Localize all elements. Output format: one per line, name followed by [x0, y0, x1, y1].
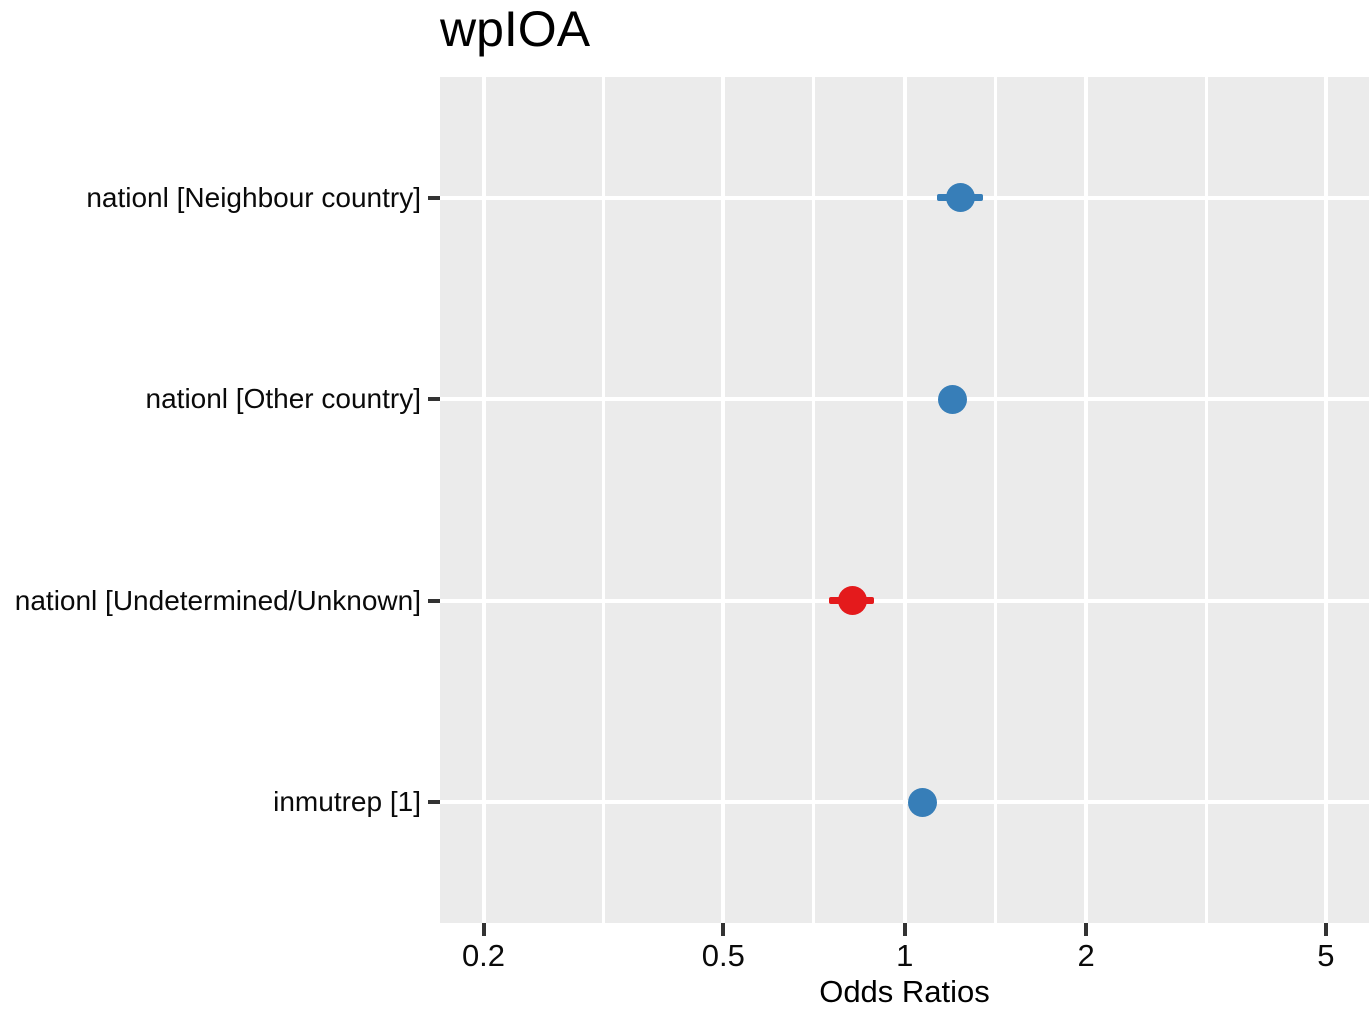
gridline-minor-vertical — [601, 77, 605, 923]
x-axis-tick-mark — [721, 923, 726, 936]
gridline-minor-vertical — [1204, 77, 1208, 923]
y-axis-label: nationl [Other country] — [145, 383, 421, 415]
gridline-major-vertical — [1323, 77, 1328, 923]
odds-ratio-point — [838, 586, 868, 616]
gridline-major-vertical — [481, 77, 486, 923]
x-axis-title: Odds Ratios — [819, 974, 990, 1009]
odds-ratio-point — [907, 787, 937, 817]
gridline-minor-vertical — [993, 77, 997, 923]
x-axis-tick-mark — [1323, 923, 1328, 936]
plot-title: wpIOA — [440, 1, 591, 57]
gridline-major-vertical — [1084, 77, 1089, 923]
x-axis-tick-label: 0.5 — [701, 938, 745, 973]
y-axis-tick-mark — [428, 195, 440, 200]
y-axis-label: nationl [Neighbour country] — [86, 181, 421, 213]
plot-panel — [440, 77, 1369, 923]
gridline-major-horizontal — [440, 195, 1369, 200]
x-axis-tick-mark — [1084, 923, 1089, 936]
gridline-major-horizontal — [440, 598, 1369, 603]
y-axis-label: inmutrep [1] — [273, 786, 421, 818]
gridline-major-horizontal — [440, 397, 1369, 402]
odds-ratio-point — [937, 384, 967, 414]
y-axis-label: nationl [Undetermined/Unknown] — [14, 584, 421, 616]
x-axis-tick-mark — [902, 923, 907, 936]
y-axis-tick-mark — [428, 598, 440, 603]
x-axis-tick-label: 0.2 — [461, 938, 506, 973]
x-axis-tick-mark — [481, 923, 486, 936]
y-axis-tick-mark — [428, 397, 440, 402]
gridline-minor-vertical — [812, 77, 816, 923]
x-axis-tick-label: 5 — [1317, 938, 1335, 973]
x-axis-tick-label: 2 — [1077, 938, 1095, 973]
gridline-major-vertical — [902, 77, 907, 923]
y-axis-tick-mark — [428, 800, 440, 805]
gridline-major-vertical — [721, 77, 726, 923]
x-axis-tick-label: 1 — [896, 938, 914, 973]
odds-ratio-point — [946, 183, 976, 213]
gridline-major-horizontal — [440, 800, 1369, 805]
